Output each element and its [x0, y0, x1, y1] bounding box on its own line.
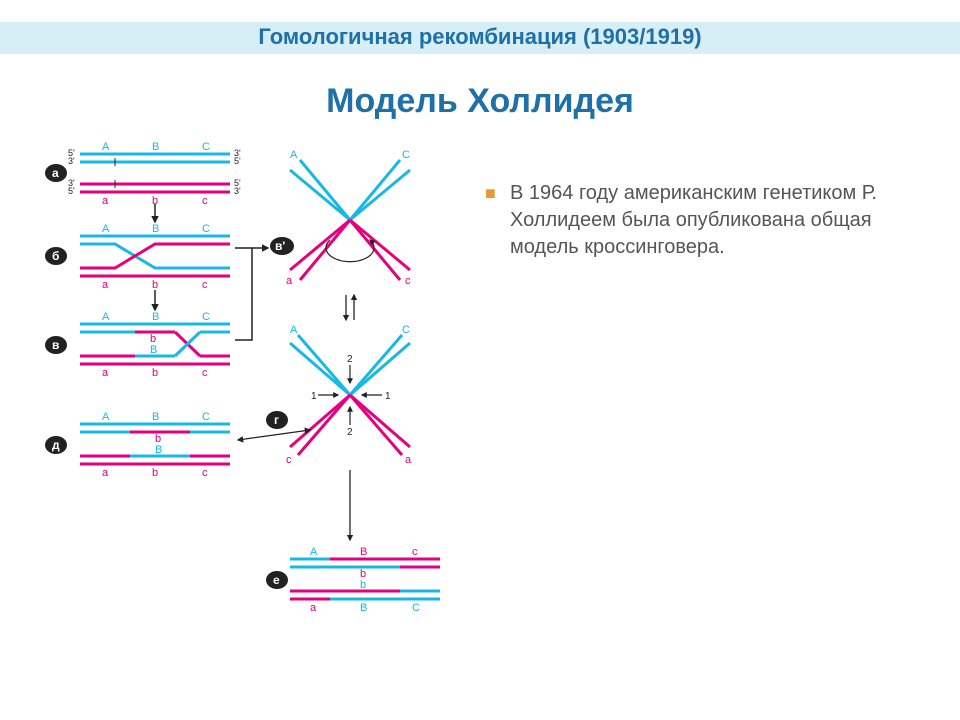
svg-text:B: B	[152, 411, 159, 423]
svg-text:c: c	[202, 467, 208, 479]
svg-text:B: B	[360, 546, 367, 558]
res-1-right: 1	[385, 391, 391, 402]
svg-text:C: C	[202, 411, 210, 423]
svg-text:A: A	[102, 411, 110, 423]
panel-v: A B C b B a b c	[80, 311, 230, 379]
panel-a: A B C a b c 5' 3' 3' 5' 3' 5' 5' 3'	[68, 141, 241, 207]
panel-label-v: в	[52, 338, 59, 352]
svg-text:c: c	[202, 279, 208, 291]
label-C: C	[202, 141, 210, 153]
svg-text:A: A	[310, 546, 318, 558]
svg-text:C: C	[202, 223, 210, 235]
svg-text:c: c	[412, 546, 418, 558]
svg-text:b: b	[152, 367, 158, 379]
res-1-left: 1	[311, 391, 317, 402]
svg-text:A: A	[102, 223, 110, 235]
panel-label-b: б	[52, 249, 59, 263]
svg-text:B: B	[150, 344, 157, 356]
main-title: Модель Холлидея	[0, 82, 960, 121]
svg-text:a: a	[102, 467, 109, 479]
svg-text:a: a	[310, 602, 317, 614]
end-3p-1: 3'	[68, 156, 75, 166]
svg-text:c: c	[405, 275, 411, 287]
svg-text:c: c	[202, 367, 208, 379]
panel-label-e: е	[273, 573, 280, 587]
svg-text:A: A	[290, 324, 298, 336]
svg-text:B: B	[152, 311, 159, 323]
label-B: B	[152, 141, 159, 153]
svg-text:B: B	[155, 444, 162, 456]
svg-text:a: a	[102, 279, 109, 291]
svg-text:a: a	[102, 367, 109, 379]
label-c: c	[202, 195, 208, 207]
res-2-bot: 2	[347, 427, 353, 438]
panel-label-vprime: в'	[275, 239, 285, 253]
label-A: A	[102, 141, 110, 153]
body-text: В 1964 году американским генетиком Р. Хо…	[510, 180, 900, 261]
res-2-top: 2	[347, 354, 353, 365]
label-a: a	[102, 195, 109, 207]
panel-label-a: а	[52, 166, 59, 180]
svg-text:a: a	[405, 454, 412, 466]
end-5p-2: 5'	[234, 156, 241, 166]
panel-b: A B C a b c	[80, 223, 230, 291]
svg-text:b: b	[360, 579, 366, 591]
end-3p-4: 3'	[234, 186, 241, 196]
end-5p-3: 5'	[68, 186, 75, 196]
svg-text:B: B	[360, 602, 367, 614]
header-title: Гомологичная рекомбинация (1903/1919)	[0, 24, 960, 50]
svg-text:B: B	[152, 223, 159, 235]
svg-text:a: a	[286, 275, 293, 287]
svg-text:C: C	[202, 311, 210, 323]
svg-text:A: A	[102, 311, 110, 323]
panel-d: A B C b B a b c	[80, 411, 230, 479]
panel-label-g: г	[274, 413, 279, 427]
svg-text:C: C	[412, 602, 420, 614]
panel-g: A C c a 1 1 2 2	[286, 324, 412, 466]
panel-label-d: д	[52, 438, 60, 452]
svg-text:C: C	[402, 149, 410, 161]
panel-e: A B c b b a B C	[290, 546, 440, 614]
svg-text:C: C	[402, 324, 410, 336]
svg-text:b: b	[152, 467, 158, 479]
panel-vprime: A C a c	[286, 149, 411, 287]
svg-text:b: b	[152, 279, 158, 291]
svg-text:A: A	[290, 149, 298, 161]
holliday-diagram: A B C a b c 5' 3' 3' 5' 3' 5' 5' 3' а A …	[40, 140, 500, 720]
svg-text:c: c	[286, 454, 292, 466]
